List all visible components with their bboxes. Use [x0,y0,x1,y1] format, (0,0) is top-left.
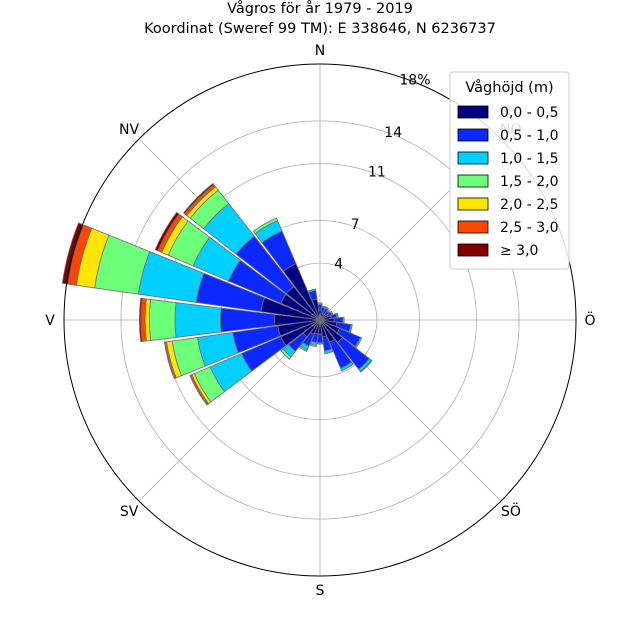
legend-entry-label: 1,0 - 1,5 [500,151,558,167]
chart-title-line-1: Vågros för år 1979 - 2019 [227,0,413,17]
direction-label: S [316,583,325,599]
legend-swatch [457,243,489,257]
legend-entry-label: 2,5 - 3,0 [500,220,558,236]
direction-label: NV [119,122,139,138]
legend-swatch [457,220,489,234]
rose-sectors [61,182,373,406]
legend-entry-label: 0,0 - 0,5 [500,105,558,121]
grid-ring [120,120,520,520]
legend-entry-label: ≥ 3,0 [500,243,538,259]
legend-box [449,71,570,270]
radial-tick-labels: 4 7 11 14 18% [334,72,430,272]
legend-swatch [457,105,489,119]
legend-swatch [457,174,489,188]
rose-wedge-345-bin-2 [307,288,317,293]
rose-wedge-120-bin-2 [354,336,363,348]
legend-swatch [457,197,489,211]
rose-wedge-165-bin-2 [323,348,334,355]
rose-wedge-105-bin-2 [348,323,353,333]
rose-wedge-330-bin-3 [252,217,279,235]
direction-label: SÖ [501,502,521,520]
radial-tick-label: 14 [384,125,402,141]
rose-wedge-90-bin-2 [342,316,345,324]
rose-wedge-210-bin-3 [298,345,308,352]
legend-swatch [457,128,489,142]
radial-tick-label: 7 [351,217,360,233]
radial-tick-label: 4 [334,256,343,272]
direction-label: V [45,313,55,329]
rose-wedge-0-bin-2 [317,302,323,305]
rose-wedge-255-bin-6 [163,341,176,380]
direction-label: N [315,43,325,59]
rose-wedge-135-bin-3 [359,359,373,373]
direction-label: Ö [584,311,595,329]
rose-wedge-270-bin-2 [174,302,222,338]
rose-wedge-225-bin-3 [280,348,292,360]
legend-entry-label: 2,0 - 2,5 [500,197,558,213]
radial-tick-label: 11 [368,164,386,180]
chart-title-line-2: Koordinat (Sweref 99 TM): E 338646, N 62… [144,21,496,37]
chart-title: Vågros för år 1979 - 2019 Koordinat (Swe… [144,0,496,37]
legend-entry-label: 0,5 - 1,0 [500,128,558,144]
outer-axis-circle [63,63,577,577]
polar-axis [63,63,577,577]
rose-wedge-30-bin-2 [324,306,330,311]
rose-wedge-315-bin-6 [182,182,215,215]
legend-title: Våghöjd (m) [465,79,553,96]
rose-wedge-150-bin-2 [340,361,354,372]
rose-wedge-195-bin-3 [309,343,317,348]
rose-wedge-240-bin-6 [189,374,208,406]
radial-tick-label: 18% [399,72,430,88]
legend-entry-label: 1,5 - 2,0 [500,174,558,190]
legend-swatch [457,151,489,165]
rose-wedge-270-bin-3 [148,299,177,341]
legend: Våghöjd (m) 0,0 - 0,5 0,5 - 1,0 1,0 - 1,5 1,… [449,71,570,270]
direction-label: SV [120,504,139,520]
rose-wedge-300-bin-6 [154,211,180,252]
rose-wedge-270-bin-6 [138,297,143,343]
rose-wedge-180-bin-2 [316,342,324,345]
